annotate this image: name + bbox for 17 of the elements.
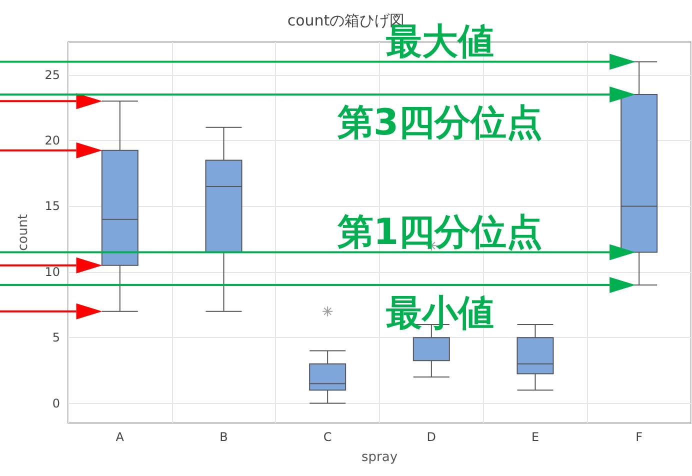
ref-line-label: 第1四分位点: [336, 212, 543, 254]
x-tick-label: D: [426, 430, 436, 444]
y-tick-label: 5: [52, 330, 60, 345]
y-tick-label: 25: [44, 68, 60, 82]
x-tick-label: E: [531, 430, 540, 444]
y-tick-label: 20: [44, 134, 60, 148]
y-tick-label: 15: [44, 199, 60, 214]
y-tick-label: 10: [44, 264, 60, 279]
x-tick-label: C: [323, 430, 332, 444]
x-axis-title: spray: [361, 450, 398, 465]
x-tick-label: F: [636, 430, 643, 444]
ref-line-label: 最小値: [386, 293, 494, 334]
y-tick-label: 0: [52, 396, 60, 410]
y-axis-title: count: [16, 214, 31, 251]
x-tick-label: B: [220, 430, 228, 444]
ref-line-label: 第3四分位点: [336, 102, 543, 144]
x-tick-label: A: [116, 430, 125, 444]
